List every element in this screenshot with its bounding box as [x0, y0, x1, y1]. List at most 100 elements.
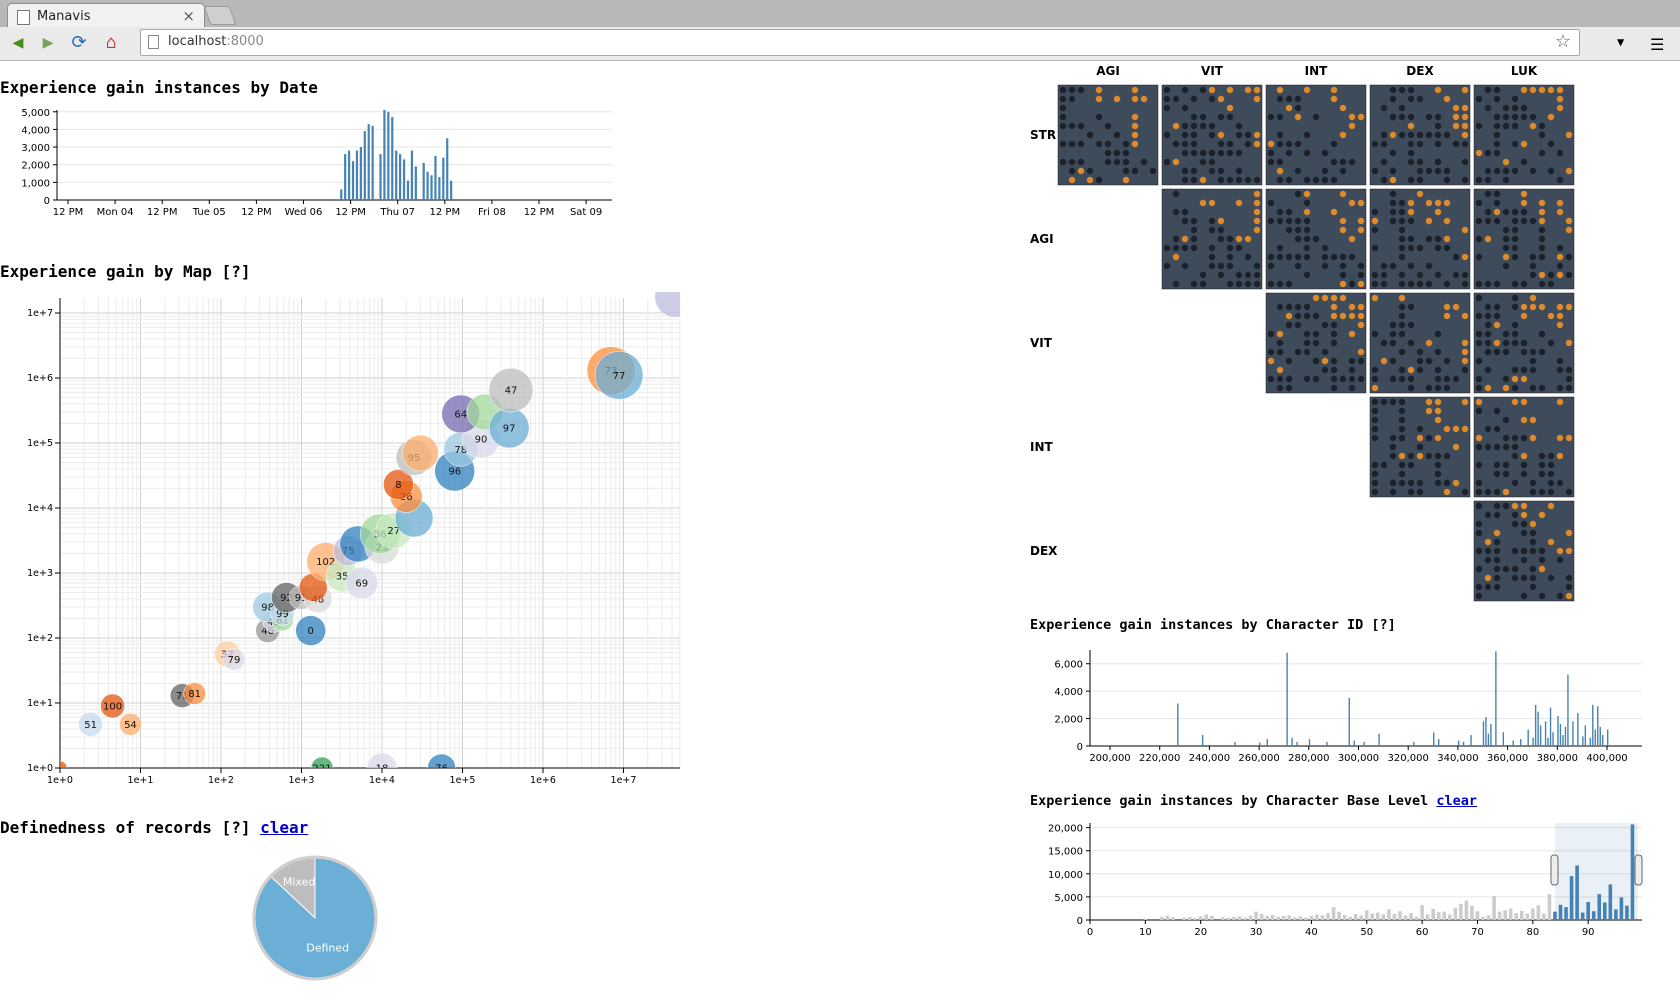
matrix-dot: [1253, 262, 1261, 270]
matrix-dot: [1276, 366, 1284, 374]
matrix-dot: [1389, 375, 1397, 383]
matrix-dot: [1348, 113, 1356, 121]
bar: [1602, 735, 1604, 746]
matrix-dot: [1244, 86, 1252, 94]
matrix-dot: [1502, 176, 1510, 184]
matrix-dot: [1190, 140, 1198, 148]
matrix-dot: [1493, 538, 1501, 546]
definedness-clear-link[interactable]: clear: [260, 818, 309, 837]
bar: [402, 159, 406, 200]
matrix-dot: [1190, 226, 1198, 234]
bar: [1475, 911, 1480, 920]
tab-manavis[interactable]: Manavis ×: [7, 3, 205, 29]
matrix-dot: [1389, 398, 1397, 406]
close-tab-icon[interactable]: ×: [182, 7, 195, 25]
matrix-dot: [1122, 158, 1130, 166]
bar: [1182, 917, 1186, 920]
char-id-bar-chart[interactable]: 6,000 4,000 2,000 0 200,000 220,000 240,000 260…: [1030, 645, 1650, 770]
bar: [1497, 911, 1502, 920]
bar: [430, 175, 433, 200]
matrix-dot: [1244, 280, 1252, 288]
matrix-dot: [1434, 199, 1442, 207]
matrix-dot: [1357, 375, 1365, 383]
reload-icon[interactable]: ⟳: [71, 32, 87, 53]
matrix-dot: [1493, 131, 1501, 139]
matrix-dot: [1172, 95, 1180, 103]
base-level-clear-link[interactable]: clear: [1436, 793, 1478, 809]
map-bubble-chart[interactable]: 1e+7 1e+6 1e+5 1e+4 1e+3 1e+2 1e+1 1e+01e+0 1e+1…: [0, 292, 690, 792]
address-bar[interactable]: localhost:8000 ☆: [140, 29, 1580, 56]
bar: [1308, 739, 1311, 746]
matrix-dot: [1461, 339, 1469, 347]
matrix-dot: [1556, 357, 1564, 365]
x-tick-label: 360,000: [1487, 753, 1528, 764]
matrix-dot: [1244, 235, 1252, 243]
matrix-dot: [1461, 312, 1469, 320]
matrix-row-label: STR: [1030, 128, 1056, 142]
map-bubble-label: 8: [395, 480, 401, 491]
map-bubble-label: 98: [261, 602, 274, 613]
matrix-dot: [1502, 502, 1510, 510]
dropdown-arrow-icon[interactable]: ▼: [1617, 35, 1625, 49]
bar: [1597, 894, 1602, 920]
matrix-dot: [1163, 262, 1171, 270]
matrix-dot: [1389, 357, 1397, 365]
tab-strip: Manavis ×: [0, 0, 1680, 29]
matrix-dot: [1276, 375, 1284, 383]
matrix-dot: [1276, 208, 1284, 216]
matrix-dot: [1163, 244, 1171, 252]
x-tick-label: 1e+6: [530, 775, 556, 786]
definedness-pie-chart[interactable]: Mixed Defined: [245, 853, 385, 983]
matrix-dot: [1484, 149, 1492, 157]
matrix-dot: [1407, 235, 1415, 243]
bar: [351, 161, 355, 200]
matrix-dot: [1253, 199, 1261, 207]
matrix-dot: [1199, 280, 1207, 288]
matrix-dot: [1303, 303, 1311, 311]
y-tick-label: 0: [1077, 742, 1083, 753]
map-bubble: [594, 351, 644, 400]
matrix-dot: [1199, 271, 1207, 279]
matrix-dot: [1181, 176, 1189, 184]
matrix-dot: [1511, 113, 1519, 121]
new-tab-button[interactable]: [203, 6, 237, 25]
matrix-dot: [1244, 140, 1252, 148]
back-arrow-icon[interactable]: ◀: [12, 32, 24, 53]
bookmark-star-icon[interactable]: ☆: [1554, 31, 1571, 52]
matrix-dot: [1267, 140, 1275, 148]
bar: [1326, 913, 1330, 920]
forward-arrow-icon[interactable]: ▶: [42, 32, 54, 53]
bar: [1625, 905, 1629, 920]
matrix-dot: [1502, 262, 1510, 270]
matrix-dot: [1321, 176, 1329, 184]
matrix-dot: [1371, 434, 1379, 442]
matrix-dot: [1389, 86, 1397, 94]
menu-icon[interactable]: ☰: [1650, 35, 1665, 54]
matrix-dot: [1484, 538, 1492, 546]
matrix-dot: [1294, 312, 1302, 320]
matrix-dot: [1303, 348, 1311, 356]
matrix-dot: [1303, 312, 1311, 320]
matrix-dot: [1538, 511, 1546, 519]
matrix-dot: [1547, 461, 1555, 469]
matrix-dot: [1131, 131, 1139, 139]
matrix-dot: [1475, 592, 1483, 600]
matrix-dot: [1434, 398, 1442, 406]
matrix-dot: [1502, 235, 1510, 243]
home-icon[interactable]: ⌂: [105, 32, 117, 53]
matrix-dot: [1484, 235, 1492, 243]
stat-scatter-matrix[interactable]: AGI VIT INT DEX LUK STR AGI VIT INT DEX: [1025, 62, 1585, 607]
matrix-dot: [1163, 86, 1171, 94]
matrix-dot: [1484, 425, 1492, 433]
matrix-dot: [1348, 122, 1356, 130]
y-tick-label: 1e+0: [27, 763, 53, 774]
brush-handle-right: [1634, 854, 1643, 886]
matrix-dot: [1303, 131, 1311, 139]
base-level-bar-chart[interactable]: 20,000 15,000 10,000 5,000 00 10 20 30 40 50 60 70 8…: [1030, 820, 1650, 940]
matrix-dot: [1461, 122, 1469, 130]
matrix-dot: [1122, 167, 1130, 175]
matrix-dot: [1434, 479, 1442, 487]
matrix-dot: [1520, 104, 1528, 112]
matrix-dot: [1520, 366, 1528, 374]
